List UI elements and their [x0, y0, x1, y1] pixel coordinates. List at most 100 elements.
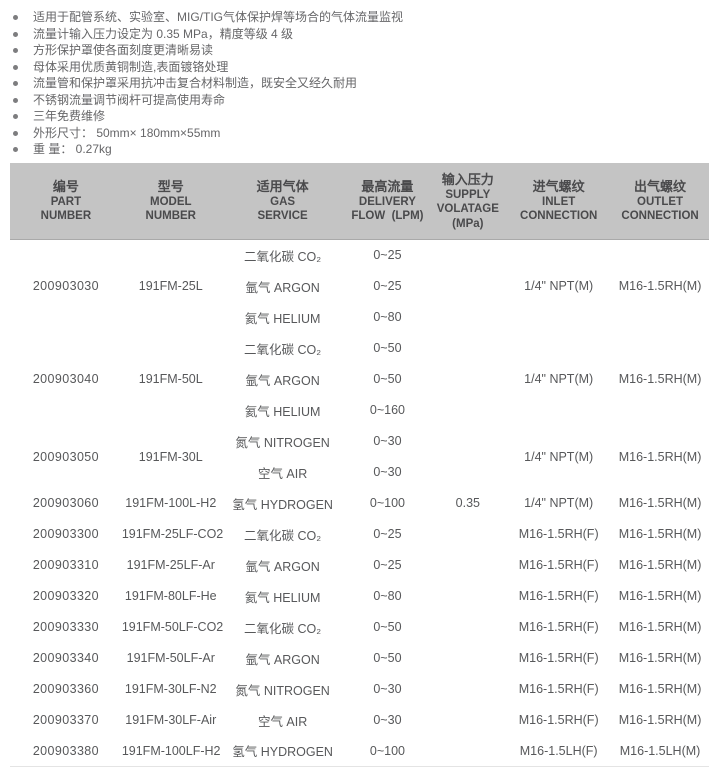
table-row: 200903370 191FM-30LF-Air 空气 AIR 0~30 M16-1.5… [10, 705, 709, 736]
part-number-cell: 200903060 [32, 496, 99, 510]
feature-list: 适用于配管系统、实验室、MIG/TIG气体保护焊等场合的气体流量监视 流量计输入压… [0, 0, 712, 158]
delivery-flow-cell: 0~100 [369, 496, 405, 510]
inlet-connection-cell: M16-1.5RH(F) [518, 713, 599, 727]
gas-service-cell: 氮气 NITROGEN [235, 435, 330, 450]
outlet-connection-cell: M16-1.5RH(M) [618, 589, 702, 603]
delivery-flow-cell: 0~80 [373, 310, 402, 324]
column-header-line: NUMBER [40, 210, 92, 223]
feature-item: 不锈钢流量调节阀杆可提高使用寿命 [10, 92, 706, 109]
column-header-flow: 最高流量 DELIVERY FLOW (LPM) [345, 162, 430, 240]
model-number-cell: 191FM-30LF-N2 [124, 682, 217, 696]
gas-service-cell: 氢气 HYDROGEN [232, 497, 333, 512]
outlet-connection-cell: M16-1.5RH(M) [618, 682, 702, 696]
feature-item: 母体采用优质黄铜制造,表面镀铬处理 [10, 59, 706, 76]
outlet-connection-cell: M16-1.5RH(M) [618, 527, 702, 541]
bullet-icon [13, 64, 18, 70]
inlet-connection-cell: 1/4" NPT(M) [524, 449, 594, 464]
table-row: 200903340 191FM-50LF-Ar 氩气 ARGON 0~50 M16-1.… [10, 643, 709, 674]
column-header-line: 适用气体 [256, 178, 309, 194]
column-header-line: (MPa) [452, 217, 484, 230]
delivery-flow-cell: 0~50 [373, 651, 402, 665]
model-number-cell: 191FM-25LF-Ar [126, 558, 215, 572]
inlet-connection-cell: M16-1.5RH(F) [518, 651, 599, 665]
delivery-flow-cell: 0~80 [373, 589, 402, 603]
inlet-connection-cell: M16-1.5RH(F) [518, 620, 599, 634]
column-header-line: CONNECTION [520, 210, 598, 223]
bullet-icon [13, 31, 18, 37]
bullet-icon [13, 114, 18, 119]
model-number-cell: 191FM-50LF-Ar [126, 651, 215, 665]
column-header-part: 编号 PART NUMBER [10, 162, 122, 240]
delivery-flow-cell: 0~30 [373, 682, 402, 696]
inlet-connection-cell: 1/4" NPT(M) [524, 372, 594, 386]
table-row: 氦气 HELIUM 0~80 [10, 302, 709, 333]
feature-item: 方形保护罩使各面刻度更清晰易读 [10, 42, 706, 59]
gas-service-cell: 空气 AIR [257, 466, 308, 481]
part-number-cell: 200903330 [32, 620, 99, 634]
spec-table-wrap: 编号 PART NUMBER 型号 MODEL NUMBER 适用气体 GAS SERVICE 最… [10, 162, 709, 767]
outlet-connection-cell: M16-1.5RH(M) [618, 651, 702, 665]
spec-table: 编号 PART NUMBER 型号 MODEL NUMBER 适用气体 GAS SERVICE 最… [10, 162, 709, 767]
table-row: 200903320 191FM-80LF-He 氦气 HELIUM 0~80 M16-1… [10, 581, 709, 612]
bullet-icon [13, 81, 18, 86]
feature-item: 外形尺寸： 50mm× 180mm×55mm [10, 125, 706, 142]
column-header-line: FLOW (LPM) [351, 210, 424, 223]
part-number-cell: 200903370 [32, 713, 99, 727]
feature-item-text: 流量计输入压力设定为 0.35 MPa，精度等级 4 级 [33, 26, 294, 41]
gas-service-cell: 空气 AIR [257, 714, 308, 729]
column-header-gas: 适用气体 GAS SERVICE [219, 162, 346, 240]
delivery-flow-cell: 0~50 [373, 620, 402, 634]
column-header-line: PART [50, 195, 82, 208]
feature-item: 三年免费维修 [10, 108, 706, 125]
gas-service-cell: 二氧化碳 CO₂ [244, 528, 322, 543]
table-row: 200903050 191FM-30L 氮气 NITROGEN 0~30 1/4" NP… [10, 426, 709, 464]
model-number-cell: 191FM-25L [138, 279, 203, 294]
part-number-cell: 200903320 [32, 589, 99, 603]
column-header-line: CONNECTION [621, 210, 699, 223]
column-header-line: VOLATAGE [436, 203, 499, 215]
outlet-connection-cell: M16-1.5RH(M) [618, 620, 702, 634]
feature-item-text: 母体采用优质黄铜制造,表面镀铬处理 [33, 59, 229, 74]
column-header-line: NUMBER [145, 210, 196, 223]
supply-pressure-cell: 0.35 [455, 496, 480, 510]
table-row: 200903040 191FM-50L 二氧化碳 CO₂ 0~50 1/4" NPT(M… [10, 333, 709, 386]
header-row: 编号 PART NUMBER 型号 MODEL NUMBER 适用气体 GAS SERVICE 最… [10, 162, 709, 240]
delivery-flow-cell: 0~25 [373, 527, 402, 541]
feature-item-text: 适用于配管系统、实验室、MIG/TIG气体保护焊等场合的气体流量监视 [33, 10, 403, 24]
column-header-line: 进气螺纹 [532, 178, 585, 194]
delivery-flow-cell: 0~25 [373, 248, 402, 263]
outlet-connection-cell: M16-1.5RH(M) [618, 558, 702, 572]
feature-item: 适用于配管系统、实验室、MIG/TIG气体保护焊等场合的气体流量监视 [10, 9, 706, 26]
bullet-icon [13, 97, 18, 103]
column-header-supply: 输入压力 SUPPLY VOLATAGE (MPa) [429, 162, 507, 240]
gas-service-cell: 氦气 HELIUM [244, 590, 321, 605]
gas-service-cell: 二氧化碳 CO₂ [244, 249, 322, 264]
gas-service-cell: 氦气 HELIUM [244, 404, 321, 419]
column-header-line: 编号 [52, 178, 79, 194]
gas-service-cell: 氢气 HYDROGEN [232, 745, 333, 760]
outlet-connection-cell: M16-1.5LH(M) [619, 743, 701, 758]
table-body: 200903030 191FM-25L 二氧化碳 CO₂ 0~25 0.35 1/4" N… [10, 240, 709, 767]
inlet-connection-cell: M16-1.5RH(F) [518, 589, 599, 603]
delivery-flow-cell: 0~100 [369, 743, 405, 758]
column-header-line: 型号 [157, 178, 184, 194]
delivery-flow-cell: 0~30 [373, 713, 402, 727]
part-number-cell: 200903040 [32, 372, 99, 386]
delivery-flow-cell: 0~30 [373, 465, 402, 479]
delivery-flow-cell: 0~25 [373, 279, 402, 293]
model-number-cell: 191FM-30L [138, 449, 203, 464]
column-header-outlet: 出气螺纹 OUTLET CONNECTION [611, 162, 709, 240]
bullet-icon [13, 147, 18, 152]
bullet-icon [13, 130, 18, 136]
table-row: 氦气 HELIUM 0~160 [10, 395, 709, 426]
table-row: 空气 AIR 0~30 [10, 457, 709, 488]
column-header-line: INLET [542, 195, 576, 208]
inlet-connection-cell: M16-1.5LH(F) [519, 743, 598, 758]
table-row: 氩气 ARGON 0~50 [10, 364, 709, 395]
table-row: 200903030 191FM-25L 二氧化碳 CO₂ 0~25 0.35 1/4" N… [10, 240, 709, 510]
part-number-cell: 200903030 [32, 279, 99, 294]
gas-service-cell: 氩气 ARGON [245, 280, 320, 295]
column-header-model: 型号 MODEL NUMBER [121, 162, 220, 240]
table-row: 200903310 191FM-25LF-Ar 氩气 ARGON 0~25 M16-1.… [10, 550, 709, 581]
gas-service-cell: 氩气 ARGON [245, 652, 320, 667]
